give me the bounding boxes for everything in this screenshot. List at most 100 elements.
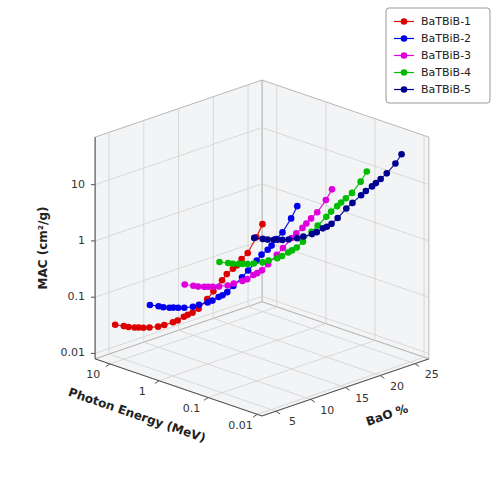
data-point	[264, 246, 271, 253]
data-point	[216, 259, 223, 266]
tick-label: 0.1	[183, 402, 201, 415]
data-point	[147, 302, 154, 309]
data-point	[294, 203, 301, 210]
data-point	[244, 250, 251, 257]
data-point	[279, 229, 286, 236]
data-point	[181, 304, 188, 311]
legend: BaTBiB-1 BaTBiB-2 BaTBiB-3 BaTBiB-4 BaTBiB-5	[386, 8, 490, 103]
data-point	[334, 203, 341, 210]
data-point	[231, 280, 238, 287]
data-point	[265, 257, 272, 264]
legend-label: BaTBiB-1	[421, 15, 471, 28]
tick-label: 5	[289, 415, 296, 428]
data-point	[358, 192, 365, 199]
grid-line	[375, 119, 376, 341]
legend-box	[386, 8, 490, 103]
data-point	[216, 283, 223, 290]
legend-marker	[401, 52, 408, 59]
tick-label: 1	[78, 234, 85, 247]
data-point	[251, 235, 258, 242]
tick-label: 0.1	[68, 290, 86, 303]
data-point	[155, 303, 162, 310]
grid-line	[95, 240, 262, 297]
data-point	[250, 260, 257, 267]
grid-line	[95, 296, 262, 353]
data-point	[259, 259, 266, 266]
data-point	[219, 277, 226, 284]
data-point	[201, 284, 208, 291]
grid-line	[143, 120, 144, 342]
data-point	[239, 278, 246, 285]
data-point	[329, 186, 336, 193]
tick-mark	[253, 414, 257, 417]
tick-mark	[276, 411, 280, 414]
data-point	[314, 209, 321, 216]
legend-marker	[401, 86, 408, 93]
data-point	[121, 323, 128, 330]
tick-mark	[91, 297, 95, 298]
legend-label: BaTBiB-2	[421, 32, 471, 45]
grid-line	[262, 128, 429, 185]
data-point	[300, 233, 307, 240]
data-point	[258, 251, 265, 258]
tick-mark	[91, 184, 95, 185]
data-point	[308, 215, 315, 222]
legend-label: BaTBiB-3	[421, 49, 471, 62]
data-point	[294, 235, 301, 242]
data-point	[323, 197, 330, 204]
grid-line	[208, 340, 375, 397]
axes: 510152025BaO %0.010.1110Photon Energy (M…	[36, 137, 439, 445]
data-point	[166, 304, 173, 311]
data-point	[398, 151, 405, 158]
tick-label: 0.01	[228, 419, 253, 432]
data-point	[196, 302, 203, 309]
grid-line	[424, 135, 425, 357]
data-point	[259, 221, 266, 228]
data-point	[146, 324, 153, 331]
data-point	[299, 225, 306, 232]
grid-line	[178, 109, 179, 331]
data-point	[161, 322, 168, 329]
axis-label: Photon Energy (MeV)	[67, 385, 208, 445]
series-line	[115, 224, 262, 328]
grid-line	[276, 85, 277, 307]
data-point	[309, 231, 316, 238]
data-point	[250, 272, 257, 279]
data-point	[334, 215, 341, 222]
tick-label: 15	[355, 392, 369, 405]
series-line	[150, 206, 297, 308]
data-point	[181, 281, 188, 288]
tick-mark	[415, 364, 419, 367]
data-point	[131, 324, 138, 331]
data-point	[190, 303, 197, 310]
tick-label: 1	[139, 385, 146, 398]
data-point	[343, 205, 350, 212]
data-point	[224, 282, 231, 289]
data-point	[363, 168, 370, 175]
tick-mark	[91, 353, 95, 354]
data-point	[369, 183, 376, 190]
data-point	[274, 255, 281, 262]
data-point	[288, 215, 295, 222]
data-point	[223, 271, 230, 278]
background	[0, 0, 500, 478]
data-point	[170, 319, 177, 326]
grid-line	[262, 184, 429, 241]
data-point	[236, 261, 243, 268]
tick-mark	[155, 381, 159, 384]
grid	[95, 85, 429, 415]
grid-line	[95, 184, 262, 241]
grid-line	[95, 128, 262, 185]
data-point	[285, 236, 292, 243]
legend-marker	[401, 69, 408, 76]
grid-line	[159, 324, 326, 381]
data-point	[225, 260, 232, 267]
legend-label: BaTBiB-4	[421, 66, 471, 79]
legend-label: BaTBiB-5	[421, 83, 471, 96]
grid-line	[110, 307, 277, 364]
grid-line	[262, 240, 429, 297]
axis-label: BaO %	[364, 401, 410, 428]
data-point	[323, 213, 330, 220]
data-point	[320, 225, 327, 232]
pane	[95, 302, 429, 416]
